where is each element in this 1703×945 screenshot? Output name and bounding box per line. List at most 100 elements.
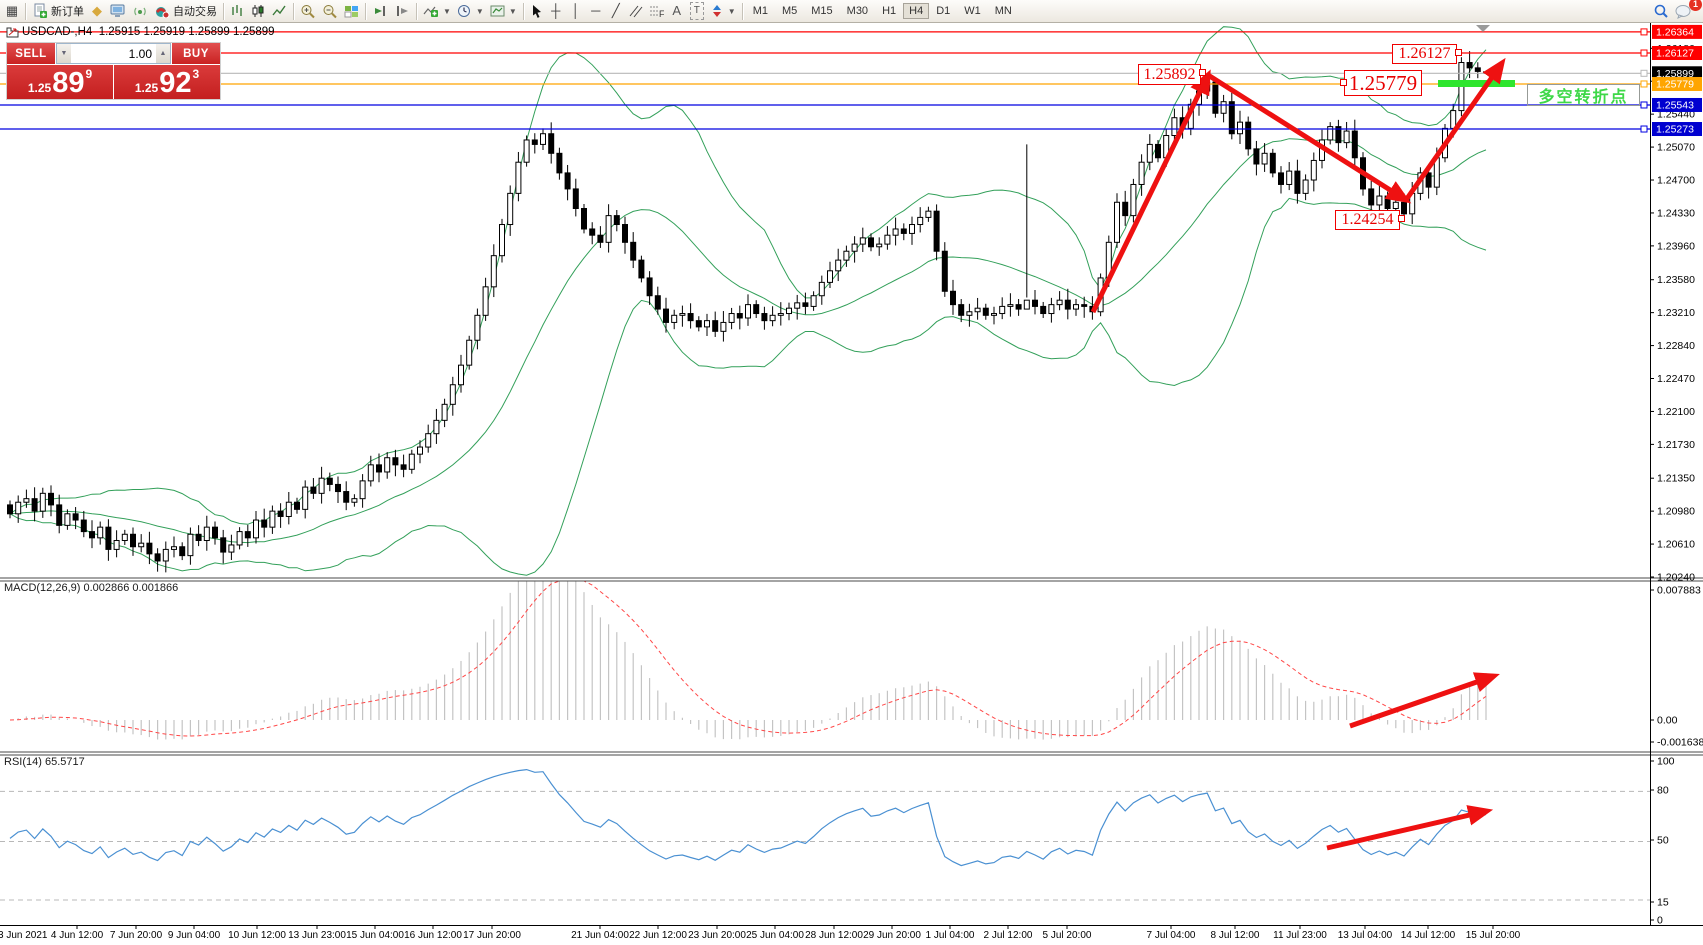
macd-indicator-label: MACD(12,26,9) 0.002866 0.001866 (4, 582, 179, 594)
search-button[interactable] (1650, 2, 1672, 21)
svg-text:1.23960: 1.23960 (1657, 240, 1695, 252)
line-chart-icon (272, 5, 286, 16)
chart-shift-button[interactable] (391, 2, 413, 21)
svg-text:17 Jun 20:00: 17 Jun 20:00 (463, 930, 521, 941)
vertical-line-button[interactable]: │ (566, 2, 586, 21)
svg-text:10 Jun 12:00: 10 Jun 12:00 (228, 930, 286, 941)
svg-text:0.007883: 0.007883 (1657, 585, 1701, 597)
svg-text:1.20610: 1.20610 (1657, 539, 1695, 551)
arrows-button[interactable]: ▼ (707, 2, 739, 21)
turning-point-label[interactable]: 多空转折点 (1527, 84, 1640, 106)
timeframe-H4[interactable]: H4 (903, 3, 930, 19)
horizontal-line-icon: ─ (591, 3, 601, 18)
tile-windows-button[interactable] (341, 2, 362, 21)
volume-decrement-button[interactable]: ▼ (57, 44, 71, 63)
zoom-out-button[interactable] (319, 2, 341, 21)
svg-text:1.24330: 1.24330 (1657, 207, 1695, 219)
periods-button[interactable]: ▼ (454, 2, 487, 21)
autotrading-button[interactable]: 自动交易 (151, 2, 220, 21)
trendline-button[interactable]: ╱ (606, 2, 626, 21)
terminal-button[interactable] (107, 2, 129, 21)
svg-text:25 Jun 04:00: 25 Jun 04:00 (746, 930, 804, 941)
price-callout-peak[interactable]: 1.25892 (1138, 64, 1201, 85)
sell-price-pips: 89 (52, 67, 85, 99)
svg-text:50: 50 (1657, 835, 1669, 847)
svg-text:1.20980: 1.20980 (1657, 506, 1695, 518)
bar-chart-button[interactable] (227, 2, 248, 21)
timeframe-H1[interactable]: H1 (882, 5, 897, 17)
volume-stepper: ▼ 1.00 ▲ (56, 43, 171, 64)
sell-button[interactable]: SELL (7, 43, 55, 64)
sell-price-button[interactable]: 1.25 89 9 (7, 65, 113, 99)
line-chart-button[interactable] (269, 2, 290, 21)
svg-text:3 Jun 2021: 3 Jun 2021 (0, 930, 48, 941)
chat-button[interactable]: 1 (1672, 0, 1702, 21)
buy-price-button[interactable]: 1.25 92 3 (114, 65, 220, 99)
text-button[interactable]: A (667, 2, 687, 21)
zoom-in-button[interactable] (297, 2, 319, 21)
templates-button[interactable]: ▼ (487, 2, 520, 21)
svg-text:F: F (659, 9, 664, 18)
crosshair-button[interactable]: ┼ (546, 2, 566, 21)
timeframe-W1[interactable]: W1 (964, 5, 981, 17)
new-order-button[interactable]: 新订单 (29, 2, 87, 21)
signals-icon (134, 7, 146, 16)
callout-anchor (1398, 215, 1405, 222)
chevron-down-icon: ▼ (475, 6, 484, 16)
metaeditor-button[interactable]: ◆ (87, 2, 107, 21)
one-click-trading-panel: SELL ▼ 1.00 ▲ BUY 1.25 89 9 1.25 92 3 (6, 42, 221, 100)
price-callout-low[interactable]: 1.24254 (1335, 210, 1400, 230)
svg-text:15: 15 (1657, 897, 1669, 909)
chevron-down-icon: ▼ (443, 6, 451, 16)
svg-text:1.25273: 1.25273 (1656, 124, 1694, 136)
timeframe-M1[interactable]: M1 (752, 5, 768, 17)
callout-anchor (1340, 79, 1347, 86)
price-callout-high[interactable]: 1.26127 (1392, 44, 1457, 64)
channel-button[interactable] (626, 2, 646, 21)
svg-text:8 Jul 12:00: 8 Jul 12:00 (1211, 930, 1260, 941)
timeframe-M15[interactable]: M15 (811, 5, 833, 17)
buy-price-point: 3 (192, 67, 200, 81)
auto-scroll-icon (375, 6, 385, 16)
svg-text:0: 0 (1657, 915, 1663, 927)
timeframe-M30[interactable]: M30 (846, 5, 869, 17)
chevron-down-icon: ▼ (727, 6, 736, 16)
buy-button[interactable]: BUY (172, 43, 220, 64)
text-label-button[interactable]: T (687, 2, 707, 21)
auto-scroll-button[interactable] (369, 2, 391, 21)
cursor-icon (532, 4, 541, 18)
svg-text:13 Jun 23:00: 13 Jun 23:00 (288, 930, 346, 941)
new-order-label: 新订单 (51, 6, 84, 18)
chart-symbol-period: USDCAD-,H4 (22, 26, 93, 38)
rsi-indicator-label: RSI(14) 65.5717 (4, 756, 85, 768)
timeframe-MN[interactable]: MN (994, 5, 1012, 17)
price-callout-support[interactable]: 1.25779 (1344, 70, 1422, 96)
volume-input[interactable]: 1.00 (128, 46, 152, 61)
svg-text:1.25543: 1.25543 (1656, 99, 1694, 111)
volume-increment-button[interactable]: ▲ (156, 44, 170, 63)
signals-button[interactable] (129, 2, 151, 21)
svg-text:7 Jun 20:00: 7 Jun 20:00 (110, 930, 163, 941)
svg-text:1.22470: 1.22470 (1657, 373, 1695, 385)
timeframe-M5[interactable]: M5 (781, 5, 798, 17)
buy-price-pips: 92 (159, 67, 192, 99)
svg-text:80: 80 (1657, 785, 1669, 797)
indicators-button[interactable]: ▼ (420, 2, 454, 21)
svg-text:2 Jul 12:00: 2 Jul 12:00 (984, 930, 1033, 941)
chevron-up-icon: ▲ (159, 50, 167, 57)
svg-text:5 Jul 20:00: 5 Jul 20:00 (1043, 930, 1092, 941)
horizontal-line-button[interactable]: ─ (586, 2, 606, 21)
timeframe-D1[interactable]: D1 (936, 5, 951, 17)
fibonacci-button[interactable]: F (646, 2, 667, 21)
chart-canvas[interactable]: 1.261801.258101.254401.250701.247001.243… (0, 23, 1703, 945)
new-chart-button[interactable]: ▦ (2, 2, 22, 21)
separator (25, 2, 26, 20)
cursor-button[interactable] (527, 2, 546, 21)
candlestick-chart-button[interactable] (248, 2, 269, 21)
separator (522, 2, 524, 20)
bar-chart-icon (232, 5, 242, 16)
svg-text:9 Jun 04:00: 9 Jun 04:00 (168, 930, 221, 941)
svg-text:1.26364: 1.26364 (1656, 26, 1694, 38)
chevron-down-icon: ▼ (60, 50, 68, 57)
